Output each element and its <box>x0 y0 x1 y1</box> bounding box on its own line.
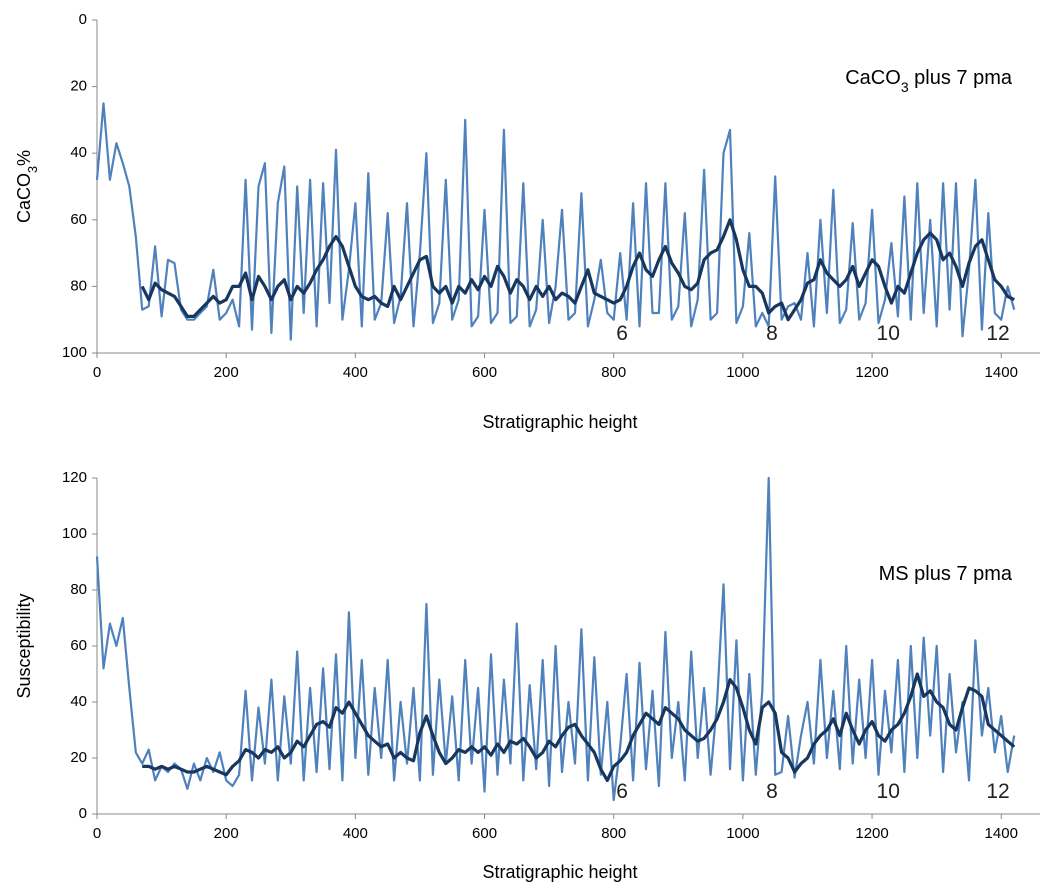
y-tick-label: 60 <box>70 637 87 654</box>
data-line <box>142 672 1016 782</box>
x-tick-label: 800 <box>601 364 626 381</box>
text-part: Susceptibility <box>14 593 34 698</box>
x-tick-label: 200 <box>214 825 239 842</box>
cycle-label: 12 <box>986 322 1009 345</box>
y-tick-label: 120 <box>62 469 87 486</box>
annotation: MS plus 7 pma <box>879 563 1013 585</box>
y-tick-label: 0 <box>79 805 87 822</box>
cycle-label: 12 <box>986 780 1009 803</box>
text-part: CaCO <box>845 67 901 89</box>
y-tick-label: 100 <box>62 525 87 542</box>
x-axis-title: Stratigraphic height <box>482 862 637 882</box>
x-axis-title: Stratigraphic height <box>482 412 637 432</box>
x-tick-label: 1000 <box>726 825 759 842</box>
y-tick-label: 40 <box>70 693 87 710</box>
cycle-label: 10 <box>877 780 900 803</box>
y-tick-label: 100 <box>62 344 87 361</box>
cycle-label: 10 <box>877 322 900 345</box>
x-tick-label: 1400 <box>985 825 1018 842</box>
y-tick-label: 80 <box>70 581 87 598</box>
data-line <box>140 218 1015 322</box>
cycle-label: 6 <box>616 322 628 345</box>
data-line <box>95 102 1016 341</box>
y-tick-label: 0 <box>79 11 87 28</box>
cycle-label: 6 <box>616 780 628 803</box>
text-part: 3 <box>26 166 40 173</box>
data-line <box>95 476 1016 802</box>
x-tick-label: 600 <box>472 825 497 842</box>
x-tick-label: 1400 <box>985 364 1018 381</box>
text-part: MS plus 7 pma <box>879 563 1013 585</box>
text-part: CaCO <box>14 173 34 223</box>
x-tick-label: 400 <box>343 825 368 842</box>
cycle-label: 8 <box>766 322 778 345</box>
text-part: % <box>14 150 34 166</box>
cycle-label: 8 <box>766 780 778 803</box>
x-tick-label: 1000 <box>726 364 759 381</box>
y-tick-label: 40 <box>70 144 87 161</box>
y-tick-label: 60 <box>70 211 87 228</box>
x-tick-label: 0 <box>93 825 101 842</box>
y-axis-title: CaCO3% <box>14 150 40 223</box>
y-axis-title: Susceptibility <box>14 593 34 698</box>
text-part: 3 <box>901 79 909 95</box>
y-tick-label: 80 <box>70 277 87 294</box>
annotation: CaCO3 plus 7 pma <box>845 67 1013 95</box>
x-tick-label: 400 <box>343 364 368 381</box>
x-tick-label: 800 <box>601 825 626 842</box>
x-tick-label: 1200 <box>855 825 888 842</box>
x-tick-label: 0 <box>93 364 101 381</box>
x-tick-label: 600 <box>472 364 497 381</box>
x-tick-label: 200 <box>214 364 239 381</box>
x-tick-label: 1200 <box>855 364 888 381</box>
y-tick-label: 20 <box>70 749 87 766</box>
y-tick-label: 20 <box>70 78 87 95</box>
text-part: plus 7 pma <box>909 67 1013 89</box>
